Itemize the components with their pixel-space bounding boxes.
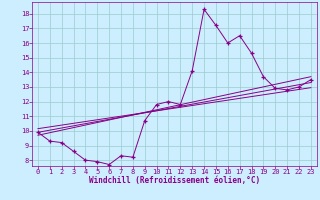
- X-axis label: Windchill (Refroidissement éolien,°C): Windchill (Refroidissement éolien,°C): [89, 176, 260, 185]
